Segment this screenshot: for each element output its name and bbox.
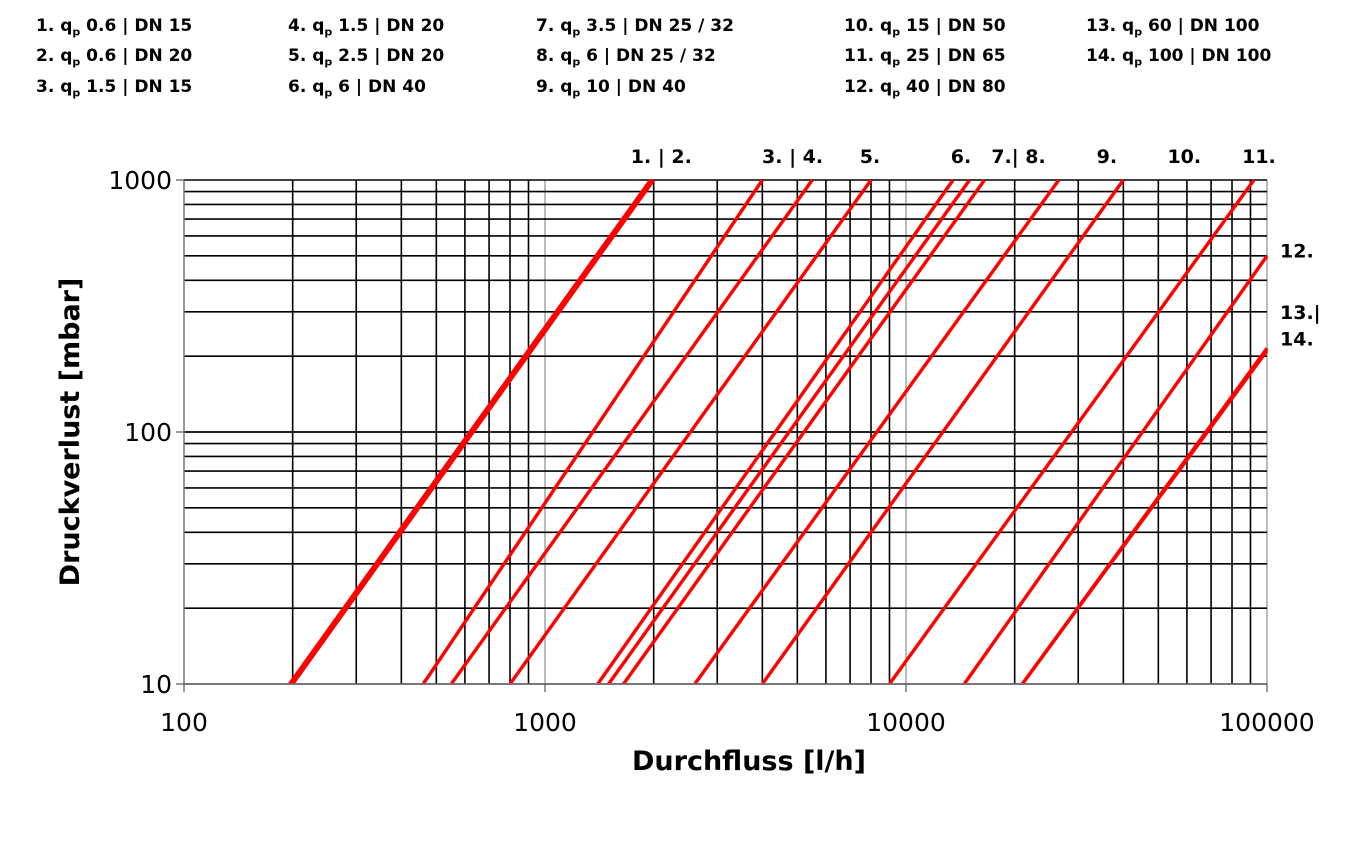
legend-number: 13. q xyxy=(1086,16,1135,36)
legend-spec: 15 | DN 50 xyxy=(900,16,1006,36)
legend-spec: 1.5 | DN 20 xyxy=(332,16,445,36)
curve-label: 5. xyxy=(860,146,880,168)
legend-entry: 14. qp 100 | DN 100 xyxy=(1086,46,1272,69)
legend-number: 14. q xyxy=(1086,46,1135,67)
curve-label: 9. xyxy=(1097,146,1117,168)
legend-number: 6. q xyxy=(288,76,325,97)
legend-number: 10. q xyxy=(844,16,893,36)
series-line-10 xyxy=(760,179,1125,685)
legend-entry: 5. qp 2.5 | DN 20 xyxy=(288,46,445,69)
x-tick-label: 1000 xyxy=(513,708,577,737)
x-tick-label: 100 xyxy=(160,708,208,737)
series-line-6 xyxy=(596,179,955,685)
legend-number: 8. q xyxy=(536,46,573,67)
legend-entry: 9. qp 10 | DN 40 xyxy=(536,76,686,100)
legend-spec: 0.6 | DN 15 xyxy=(80,16,193,36)
legend-entry: 12. qp 40 | DN 80 xyxy=(844,76,1006,100)
legend-number: 9. q xyxy=(536,76,573,97)
curve-label: 3. | 4. xyxy=(762,146,823,168)
legend-entry: 11. qp 25 | DN 65 xyxy=(844,46,1006,69)
legend-number: 11. q xyxy=(844,46,893,67)
series-line-5 xyxy=(508,179,873,685)
series-line-12 xyxy=(962,254,1269,685)
legend-number: 3. q xyxy=(36,76,73,97)
legend-spec: 3.5 | DN 25 / 32 xyxy=(580,16,734,36)
series-line-11 xyxy=(888,179,1256,685)
x-tick-label: 10000 xyxy=(866,708,946,737)
legend-column: 1. qp 0.6 | DN 15 2. qp 0.6 | DN 20 3. qp … xyxy=(36,14,192,105)
curve-label: 1. | 2. xyxy=(631,146,692,168)
y-axis-title: Druckverlust [mbar] xyxy=(55,278,86,587)
legend-spec: 2.5 | DN 20 xyxy=(332,46,445,67)
curve-label: 12. xyxy=(1280,241,1314,263)
axes: 100 1000 10000 100000 10 100 1000 xyxy=(108,166,1314,737)
legend-number: 1. q xyxy=(36,16,73,36)
curve-label: 11. xyxy=(1242,146,1276,168)
legend-spec: 6 | DN 40 xyxy=(332,76,426,97)
legend-number: 7. q xyxy=(536,16,573,36)
legend-spec: 25 | DN 65 xyxy=(900,46,1006,67)
grid xyxy=(183,179,1268,685)
legend-entry: 3. qp 1.5 | DN 15 xyxy=(36,76,193,100)
series-line-9 xyxy=(693,179,1061,685)
legend-entry: 6. qp 6 | DN 40 xyxy=(288,76,426,100)
legend-spec: 6 | DN 25 / 32 xyxy=(580,46,716,67)
series-line-2 xyxy=(288,179,652,685)
curve-label: 7.| 8. xyxy=(991,146,1045,168)
series-lines xyxy=(288,179,1269,686)
legend-entry: 13. qp 60 | DN 100 xyxy=(1086,16,1260,39)
legend-column: 4. qp 1.5 | DN 20 5. qp 2.5 | DN 20 6. qp … xyxy=(288,14,444,105)
y-tick-label: 1000 xyxy=(108,166,172,195)
legend-entry: 2. qp 0.6 | DN 20 xyxy=(36,46,193,69)
legend-spec: 10 | DN 40 xyxy=(580,76,686,97)
curve-label: 14. xyxy=(1280,328,1314,350)
legend-spec: 100 | DN 100 xyxy=(1142,46,1272,67)
y-tick-label: 10 xyxy=(140,670,172,699)
series-line-4 xyxy=(449,179,814,685)
x-axis-title: Durchfluss [l/h] xyxy=(632,746,866,777)
legend-number: 5. q xyxy=(288,46,325,67)
series-line-1 xyxy=(291,179,656,685)
legend-number: 12. q xyxy=(844,76,893,97)
series-line-7 xyxy=(622,179,986,685)
legend-entry: 8. qp 6 | DN 25 / 32 xyxy=(536,46,716,69)
legend-column: 13. qp 60 | DN 100 14. qp 100 | DN 100 xyxy=(1086,14,1271,75)
legend-column: 7. qp 3.5 | DN 25 / 32 8. qp 6 | DN 25 / … xyxy=(536,14,734,105)
legend-spec: 60 | DN 100 xyxy=(1142,16,1260,36)
legend-column: 10. qp 15 | DN 50 11. qp 25 | DN 65 12. qp… xyxy=(844,14,1006,105)
legend-entry: 4. qp 1.5 | DN 20 xyxy=(288,16,445,39)
legend-spec: 1.5 | DN 15 xyxy=(80,76,193,97)
series-line-14 xyxy=(1020,347,1269,686)
legend-entry: 7. qp 3.5 | DN 25 / 32 xyxy=(536,16,734,39)
curve-label: 10. xyxy=(1167,146,1201,168)
chart-legend: 1. qp 0.6 | DN 15 2. qp 0.6 | DN 20 3. qp … xyxy=(36,14,1336,99)
legend-spec: 40 | DN 80 xyxy=(900,76,1006,97)
legend-number: 2. q xyxy=(36,46,73,67)
y-tick-label: 100 xyxy=(124,418,172,447)
legend-spec: 0.6 | DN 20 xyxy=(80,46,193,67)
curve-labels: 1. | 2. 3. | 4. 5. 6. 7.| 8. 9. 10. 11. 12. 13.| 1… xyxy=(631,146,1321,350)
legend-entry: 10. qp 15 | DN 50 xyxy=(844,16,1006,39)
legend-number: 4. q xyxy=(288,16,325,36)
series-line-8 xyxy=(607,179,971,685)
x-tick-label: 100000 xyxy=(1219,708,1314,737)
curve-label: 13.| xyxy=(1280,302,1321,324)
curve-label: 6. xyxy=(951,146,971,168)
series-line-3 xyxy=(421,179,764,685)
legend-entry: 1. qp 0.6 | DN 15 xyxy=(36,16,193,39)
